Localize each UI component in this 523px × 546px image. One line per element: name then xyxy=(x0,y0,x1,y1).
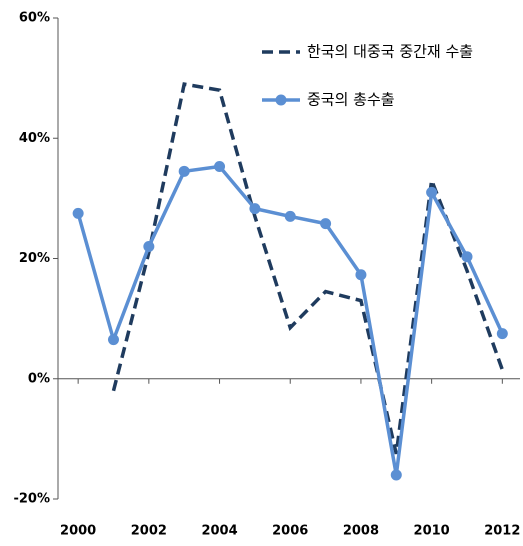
series-marker xyxy=(496,328,508,340)
legend-label: 중국의 총수출 xyxy=(307,91,395,109)
x-tick-label: 2008 xyxy=(343,524,379,539)
x-tick-label: 2000 xyxy=(60,524,96,539)
series-marker xyxy=(72,207,84,219)
y-tick-label: 40% xyxy=(19,131,50,146)
x-tick-label: 2002 xyxy=(131,524,167,539)
x-tick-label: 2004 xyxy=(201,524,237,539)
y-tick-label: 0% xyxy=(28,371,50,386)
y-tick-label: -20% xyxy=(13,492,50,507)
series-marker xyxy=(284,210,296,222)
legend-marker xyxy=(275,94,287,106)
x-tick-label: 2012 xyxy=(484,524,520,539)
y-tick-label: 20% xyxy=(19,251,50,266)
series-marker xyxy=(107,334,119,346)
legend-label: 한국의 대중국 중간재 수출 xyxy=(307,43,473,61)
series-marker xyxy=(178,165,190,177)
series-line xyxy=(111,82,504,455)
series-marker xyxy=(143,240,155,252)
y-tick-label: 60% xyxy=(19,11,50,26)
series-marker xyxy=(249,203,261,215)
series-marker xyxy=(461,251,473,263)
x-tick-label: 2010 xyxy=(414,524,450,539)
x-tick-label: 2006 xyxy=(272,524,308,539)
series-marker xyxy=(390,469,402,481)
series-marker xyxy=(355,269,367,281)
series-marker xyxy=(426,186,438,198)
series-marker xyxy=(320,218,332,230)
series-marker xyxy=(214,161,226,173)
